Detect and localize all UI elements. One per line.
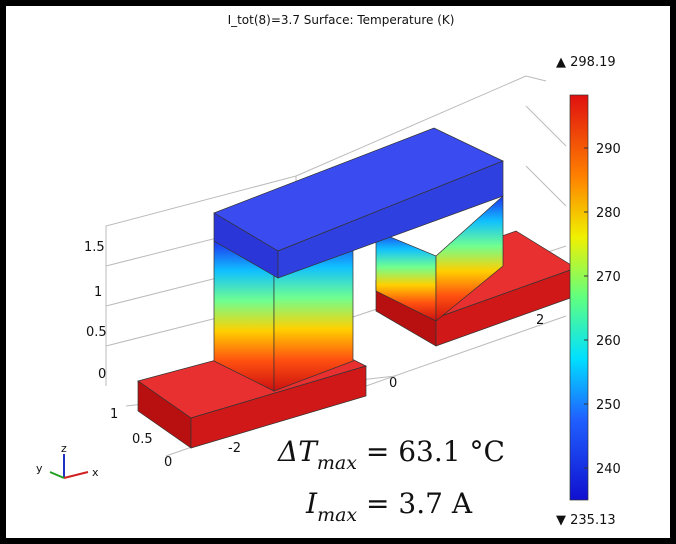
colorbar-tick-label: 240	[596, 462, 621, 477]
annotation: ΔTmax = 63.1 °C	[277, 435, 505, 474]
plot-title: I_tot(8)=3.7 Surface: Temperature (K)	[228, 13, 455, 27]
axis-tick-label: -2	[228, 441, 241, 456]
triad-label: y	[36, 462, 43, 475]
axis-tick-label: 0	[389, 376, 397, 391]
plot: I_tot(8)=3.7 Surface: Temperature (K) ▲ …	[36, 13, 621, 528]
colorbar-min: ▼ 235.13	[556, 513, 616, 528]
axis-tick-label: 1.5	[84, 240, 105, 255]
axis-tick-label: 0.5	[132, 432, 153, 447]
triad-x	[63, 471, 89, 479]
axis-tick-label: 0	[98, 367, 106, 382]
colorbar-tick-label: 290	[596, 142, 621, 157]
colorbar-max: ▲ 298.19	[556, 55, 616, 70]
triad-y	[49, 471, 65, 479]
colorbar-tick-label: 260	[596, 334, 621, 349]
axis-tick-label: 2	[536, 313, 544, 328]
colorbar-tick-label: 270	[596, 270, 621, 285]
colorbar-tick-label: 250	[596, 398, 621, 413]
triad-label: z	[61, 442, 67, 455]
annotation: Imax = 3.7 A	[305, 487, 473, 526]
colorbar	[569, 94, 589, 501]
triad-label: x	[92, 466, 99, 479]
axis-tick-label: 0	[164, 455, 172, 470]
axis-tick-label: 0.5	[86, 325, 107, 340]
axis-tick-label: 1	[94, 285, 102, 300]
colorbar-tick-label: 280	[596, 206, 621, 221]
axis-tick-label: 1	[110, 407, 118, 422]
